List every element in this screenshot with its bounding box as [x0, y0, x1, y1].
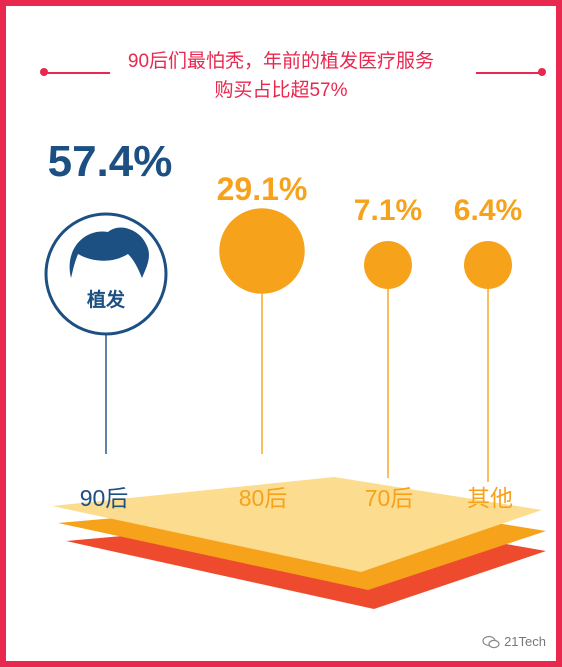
- title-right-rule: [476, 72, 542, 74]
- hair-icon: [69, 227, 149, 278]
- bubble-1: [219, 208, 305, 294]
- value-label-2: 7.1%: [354, 194, 422, 227]
- chat-bubble-icon: [482, 635, 500, 648]
- bubble-chart: 植发 57.4% 90后 29.1% 80后 7.1% 70后 6.4% 其他: [44, 137, 546, 609]
- base-layer-top: [52, 477, 542, 572]
- value-label-3: 6.4%: [454, 194, 522, 227]
- bubble-2: [364, 241, 412, 289]
- category-label-1: 80后: [239, 485, 288, 511]
- watermark: 21Tech: [482, 634, 546, 649]
- base-layers: [52, 477, 546, 609]
- value-label-1: 29.1%: [217, 171, 308, 207]
- chart-title-line-2: 购买占比超57%: [214, 80, 348, 101]
- watermark-text: 21Tech: [504, 634, 546, 649]
- chart-title-line-1: 90后们最怕秃，年前的植发医疗服务: [127, 51, 435, 72]
- bubble-3: [464, 241, 512, 289]
- title-left-rule: [44, 72, 110, 74]
- category-label-0: 90后: [80, 485, 129, 511]
- title-right-dot: [538, 68, 546, 76]
- category-label-3: 其他: [467, 485, 513, 511]
- value-label-0: 57.4%: [48, 137, 173, 186]
- category-label-2: 70后: [365, 485, 414, 511]
- hair-label: 植发: [87, 288, 126, 311]
